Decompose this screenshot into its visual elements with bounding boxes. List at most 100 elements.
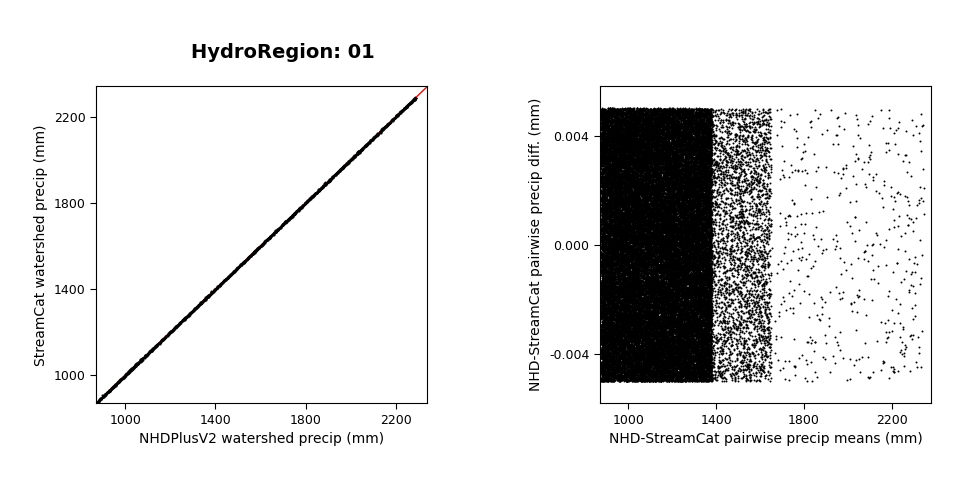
Point bbox=[666, 162, 682, 169]
Point bbox=[716, 156, 732, 163]
Point bbox=[673, 310, 688, 318]
Point bbox=[648, 255, 663, 263]
Point bbox=[609, 374, 624, 382]
Point bbox=[682, 326, 697, 334]
Point bbox=[612, 376, 627, 384]
Point bbox=[605, 300, 620, 307]
Point bbox=[624, 116, 639, 124]
Point bbox=[641, 164, 657, 171]
Point bbox=[754, 332, 769, 340]
Point bbox=[738, 206, 754, 214]
Point bbox=[660, 216, 675, 223]
Point bbox=[603, 274, 618, 281]
Point bbox=[660, 139, 675, 146]
Point bbox=[649, 352, 664, 360]
Point bbox=[726, 237, 741, 244]
Point bbox=[651, 303, 666, 311]
Point bbox=[641, 347, 657, 354]
Point bbox=[626, 321, 641, 329]
Point bbox=[610, 284, 625, 292]
Point bbox=[679, 363, 694, 371]
Point bbox=[598, 334, 613, 342]
Point bbox=[696, 247, 711, 255]
Point bbox=[634, 288, 649, 296]
Point bbox=[668, 275, 684, 283]
Point bbox=[335, 164, 350, 171]
Point bbox=[646, 269, 661, 276]
Point bbox=[615, 325, 631, 333]
Point bbox=[674, 140, 689, 147]
Point bbox=[701, 263, 716, 270]
Point bbox=[684, 184, 699, 192]
Point bbox=[632, 156, 647, 164]
Point bbox=[621, 215, 636, 222]
Point bbox=[612, 372, 628, 380]
Point bbox=[634, 374, 649, 382]
Point bbox=[607, 211, 622, 218]
Point bbox=[320, 178, 335, 186]
Point bbox=[699, 249, 714, 257]
Point bbox=[691, 264, 707, 272]
Point bbox=[668, 296, 684, 304]
Point bbox=[732, 348, 748, 356]
Point bbox=[669, 337, 684, 345]
Point bbox=[605, 144, 620, 152]
Point bbox=[654, 280, 669, 288]
Point bbox=[642, 132, 658, 140]
Point bbox=[694, 288, 709, 295]
Point bbox=[678, 108, 693, 116]
Point bbox=[667, 181, 683, 189]
Point bbox=[671, 217, 686, 225]
Point bbox=[699, 290, 714, 298]
Point bbox=[622, 167, 637, 174]
Point bbox=[695, 253, 710, 261]
Point bbox=[385, 116, 400, 123]
Point bbox=[612, 364, 628, 372]
Point bbox=[639, 300, 655, 307]
Point bbox=[605, 283, 620, 290]
Point bbox=[644, 344, 660, 352]
Point bbox=[682, 291, 697, 299]
Point bbox=[102, 387, 117, 395]
Point bbox=[662, 317, 678, 324]
Point bbox=[668, 224, 684, 232]
Point bbox=[641, 357, 657, 365]
Point bbox=[623, 132, 638, 140]
Point bbox=[660, 350, 675, 358]
Point bbox=[291, 206, 306, 214]
Point bbox=[755, 205, 770, 213]
Point bbox=[626, 285, 641, 293]
Point bbox=[759, 144, 775, 152]
Point bbox=[596, 298, 612, 305]
Point bbox=[649, 109, 664, 117]
Point bbox=[701, 312, 716, 320]
Point bbox=[595, 151, 611, 158]
Point bbox=[690, 176, 706, 184]
Point bbox=[692, 181, 708, 189]
Point bbox=[626, 316, 641, 324]
Point bbox=[651, 266, 666, 274]
Point bbox=[691, 272, 707, 280]
Point bbox=[704, 360, 719, 367]
Point bbox=[666, 144, 682, 152]
Point bbox=[720, 329, 735, 337]
Point bbox=[647, 321, 662, 329]
Point bbox=[191, 302, 206, 310]
Point bbox=[671, 303, 686, 311]
Point bbox=[593, 124, 609, 132]
Point bbox=[681, 183, 696, 191]
Point bbox=[615, 117, 631, 124]
Point bbox=[701, 280, 716, 288]
Point bbox=[636, 362, 652, 370]
Point bbox=[256, 239, 272, 246]
Point bbox=[667, 267, 683, 275]
Point bbox=[683, 325, 698, 333]
Point bbox=[243, 252, 258, 260]
Point bbox=[614, 249, 630, 257]
Point bbox=[610, 127, 625, 134]
Point bbox=[665, 368, 681, 376]
Point bbox=[658, 171, 673, 179]
Point bbox=[597, 315, 612, 323]
Point bbox=[609, 130, 624, 138]
Point bbox=[696, 203, 711, 211]
